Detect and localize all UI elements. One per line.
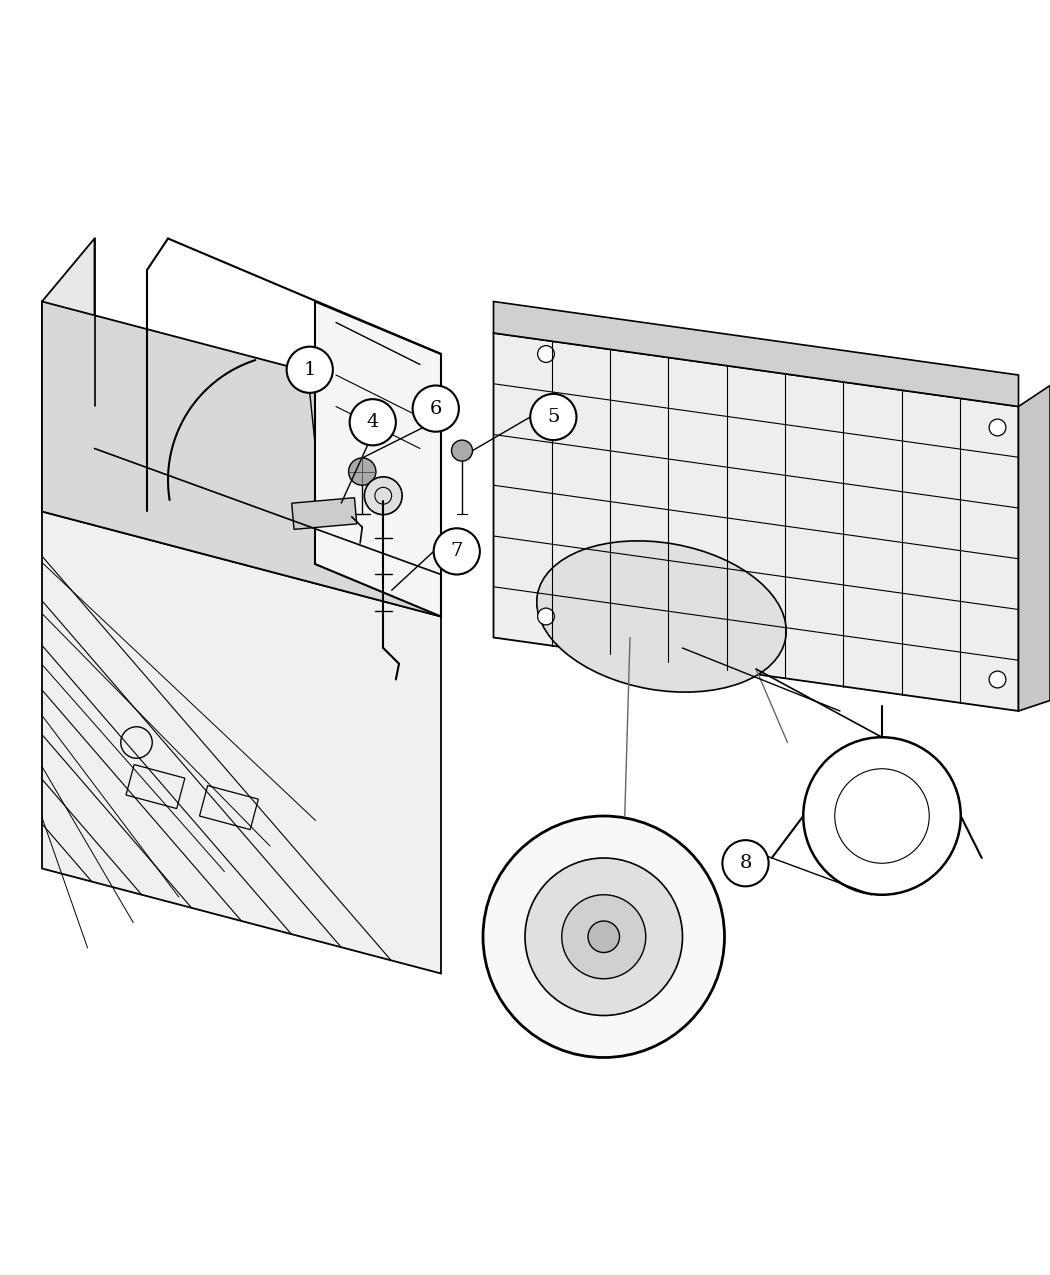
Circle shape [350,399,396,445]
Circle shape [364,477,402,515]
Circle shape [530,394,576,440]
Circle shape [434,528,480,575]
Polygon shape [494,333,1018,711]
Polygon shape [42,238,94,511]
Circle shape [452,440,472,462]
Circle shape [538,608,554,625]
Bar [292,497,357,529]
Ellipse shape [537,541,786,692]
Polygon shape [42,511,441,974]
Polygon shape [1018,385,1050,711]
Circle shape [562,895,646,979]
Bar [126,765,185,808]
Text: 1: 1 [303,361,316,379]
Circle shape [722,840,769,886]
Circle shape [413,385,459,432]
Circle shape [989,419,1006,436]
Text: 8: 8 [739,854,752,872]
Circle shape [525,858,682,1015]
Polygon shape [494,301,1018,407]
Circle shape [989,671,1006,688]
Bar [200,785,258,830]
Text: 4: 4 [366,413,379,431]
Polygon shape [315,301,441,617]
Text: 5: 5 [547,408,560,426]
Circle shape [483,816,724,1057]
Circle shape [349,458,376,486]
Circle shape [538,346,554,362]
Text: 7: 7 [450,542,463,561]
Text: 6: 6 [429,399,442,418]
Circle shape [588,921,619,952]
Polygon shape [42,301,441,617]
Circle shape [287,347,333,393]
